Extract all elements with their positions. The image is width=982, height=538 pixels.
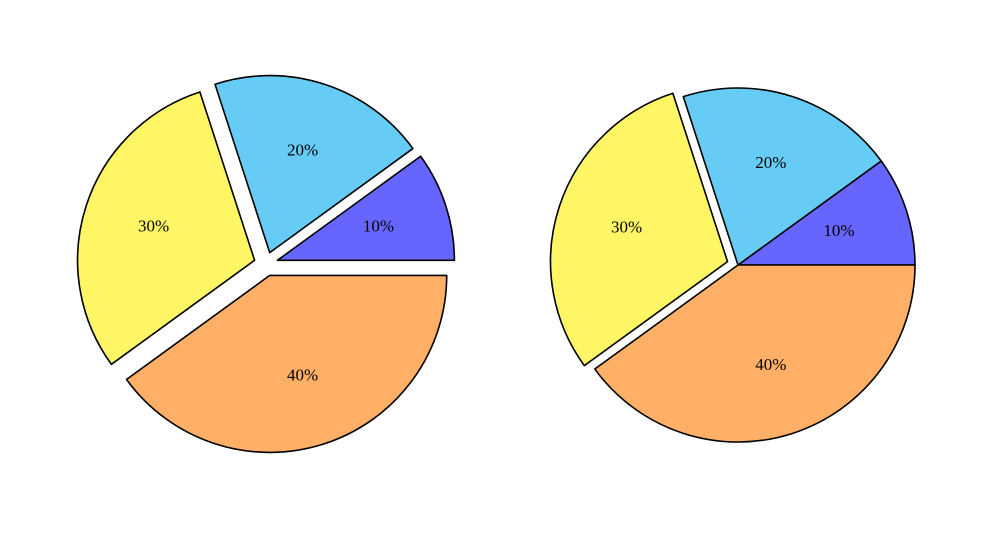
slice-label: 30% bbox=[138, 216, 169, 235]
slice-label: 40% bbox=[755, 355, 786, 374]
pie-slice bbox=[276, 155, 456, 262]
slice-label: 10% bbox=[363, 216, 394, 235]
pie-slice bbox=[594, 264, 916, 443]
pie-slice bbox=[125, 274, 448, 454]
slice-label: 20% bbox=[755, 153, 786, 172]
pie-slice bbox=[214, 74, 414, 254]
slice-label: 40% bbox=[287, 365, 318, 384]
slice-label: 20% bbox=[287, 140, 318, 159]
pie-slice bbox=[682, 87, 882, 266]
pie-slice bbox=[76, 91, 256, 366]
slice-label: 30% bbox=[611, 218, 642, 237]
pie-slice bbox=[737, 160, 916, 266]
pie-slice bbox=[549, 92, 729, 367]
slice-label: 10% bbox=[823, 221, 854, 240]
